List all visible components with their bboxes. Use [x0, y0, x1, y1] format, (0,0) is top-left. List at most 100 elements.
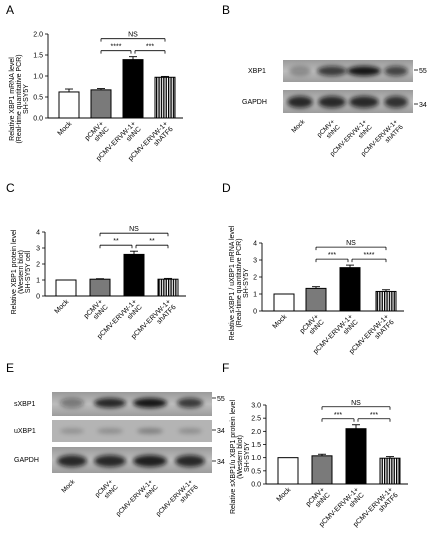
panel-b-band [384, 66, 408, 76]
panel-a-lane-label: pCMV+shNC [84, 120, 111, 143]
panel-d-bar [305, 287, 327, 312]
panel-f-lane-label: pCMV+shNC [305, 486, 332, 509]
panel-letter-f: F [222, 361, 229, 375]
panel-e-band-label-gapdh: GAPDH [14, 457, 39, 464]
panel-b-blot: XBP1 GAPDH 55 34 [242, 60, 427, 113]
panel-e-marker-34a: 34 [217, 428, 225, 435]
panel-e-band [178, 428, 202, 434]
panel-d-bar [339, 267, 361, 312]
panel-e-band [133, 455, 167, 467]
panel-b-band [317, 66, 347, 76]
panel-c-lane-label: pCMV+shNC [83, 298, 110, 321]
panel-d-sig-label: **** [364, 252, 375, 259]
panel-d-bar [375, 290, 397, 312]
panel-letter-a: A [6, 3, 14, 17]
panel-f-sig-label: *** [370, 412, 378, 419]
panel-f-ylabel-line1: Relative sXBP1/u XBP1 protein level [230, 400, 237, 514]
panel-d-lane-label: Mock [272, 313, 289, 330]
panel-a-bar [122, 59, 144, 119]
panel-c-bar [123, 253, 145, 297]
panel-a-bar [154, 76, 176, 119]
panel-a-sig-label: *** [146, 44, 154, 51]
panel-e-band [94, 398, 126, 408]
panel-e-band-label-uxbp1: uXBP1 [14, 428, 36, 435]
panel-b-lane-label: pCMV+shNC [316, 118, 342, 140]
panel-c-ylabel-line2: (Western blot) [18, 250, 25, 294]
panel-e-lane-label-line: Mock [60, 478, 76, 494]
panel-b-band [349, 96, 379, 108]
panel-f-ylabel: Relative sXBP1/u XBP1 protein level (Wes… [230, 400, 251, 514]
panel-c-sig-label: ** [149, 238, 155, 245]
panel-c-ylabel-cell: SH-SY5Y cell [25, 250, 32, 293]
panel-e-band [60, 398, 84, 408]
panel-d-y-tick-label: 4 [253, 241, 257, 248]
panel-d-bar [273, 293, 295, 312]
panel-f-y-tick-label: 1.0 [251, 455, 261, 462]
panel-b-band [287, 96, 313, 108]
panel-f-y-tick-label: 0.5 [251, 468, 261, 475]
panel-e-marker-55: 55 [217, 396, 225, 403]
panel-a-y-tick-label: 0.0 [33, 116, 43, 123]
panel-e-lane-label: pCMV+shNC [94, 478, 120, 500]
panel-e-bands [57, 398, 205, 467]
panel-d-y-tick-label: 3 [253, 258, 257, 265]
panel-f-bar [345, 428, 367, 485]
panel-e-lane-label: pCMV-ERVW-1+shATF6 [155, 478, 200, 518]
panel-f-lane-label: Mock [276, 486, 293, 503]
panel-b-band [347, 66, 381, 76]
panel-e-band [60, 428, 84, 434]
panel-a-ylabel-line2: (Real-time quantitative PCR) [16, 54, 23, 143]
panel-f-sig-label: *** [334, 412, 342, 419]
panel-c-bar [89, 278, 111, 297]
panel-e-band [175, 455, 205, 467]
panel-c-y-tick-label: 2 [36, 262, 40, 269]
panel-d-sig-label: *** [328, 252, 336, 259]
panel-a-bar [90, 89, 112, 119]
panel-a-sig-label: **** [111, 44, 122, 51]
panel-f-ylabel-line2: (Western blot) [237, 435, 244, 479]
panel-c-y-tick-label: 0 [36, 294, 40, 301]
panel-d-ylabel-line2: (Real-time quantitative PCR) [236, 238, 243, 327]
panel-letter-e: E [6, 361, 14, 375]
panel-b-bands [287, 66, 408, 108]
panel-c-sig-label: ** [113, 238, 119, 245]
panel-d-ylabel-line1: Relative sXBP1 / uXBP1 mRNA level [229, 225, 236, 340]
panel-c-y-tick-label: 1 [36, 278, 40, 285]
panel-e-band [133, 398, 167, 408]
panel-e-blot: sXBP1 uXBP1 GAPDH 55 34 34 [14, 392, 225, 473]
panel-f-sig-label: NS [351, 400, 361, 407]
panel-a-ylabel: Relative XBP1 mRNA level (Real-time quan… [9, 54, 30, 143]
panel-d-ylabel-cell: SH-SY5Y [243, 268, 250, 298]
panel-letter-d: D [222, 181, 231, 195]
panel-f-y-tick-label: 0.0 [251, 482, 261, 489]
panel-f-bar [277, 457, 299, 485]
panel-c-y-tick-label: 3 [36, 246, 40, 253]
panel-a-ylabel-cell: SH-SY5Y [23, 84, 30, 114]
panel-d-y-tick-label: 0 [253, 309, 257, 316]
panel-b-band [289, 66, 311, 76]
panel-a-y-tick-label: 1.0 [33, 74, 43, 81]
panel-e-lane-label: pCMV-ERVW-1+shNC [115, 478, 160, 518]
panel-a-lane-label: Mock [57, 120, 74, 137]
panel-d-lane-label: pCMV+shNC [299, 313, 326, 336]
panel-b-band-label-gapdh: GAPDH [242, 99, 267, 106]
panel-e-band [137, 428, 163, 434]
panel-e-marker-34b: 34 [217, 459, 225, 466]
panel-b-band [384, 96, 408, 108]
panel-a-bar [58, 91, 80, 119]
panel-c-ylabel-line1: Relative XBP1 protein level [11, 229, 18, 314]
panel-e-band [94, 455, 126, 467]
panel-f-y-tick-label: 2.5 [251, 416, 261, 423]
panel-b-lane-label: Mock [290, 118, 306, 134]
panel-d-y-tick-label: 2 [253, 275, 257, 282]
panel-letter-b: B [222, 3, 230, 17]
panel-a-sig-label: NS [128, 32, 138, 39]
panel-f-ylabel-cell: SH-SY5Y [244, 442, 251, 472]
panel-f-y-tick-label: 2.0 [251, 429, 261, 436]
panel-b-membrane-gapdh [283, 90, 413, 113]
panel-a-y-tick-label: 0.5 [33, 95, 43, 102]
panel-a-ylabel-line1: Relative XBP1 mRNA level [9, 57, 16, 141]
panel-a-y-tick-label: 1.5 [33, 53, 43, 60]
